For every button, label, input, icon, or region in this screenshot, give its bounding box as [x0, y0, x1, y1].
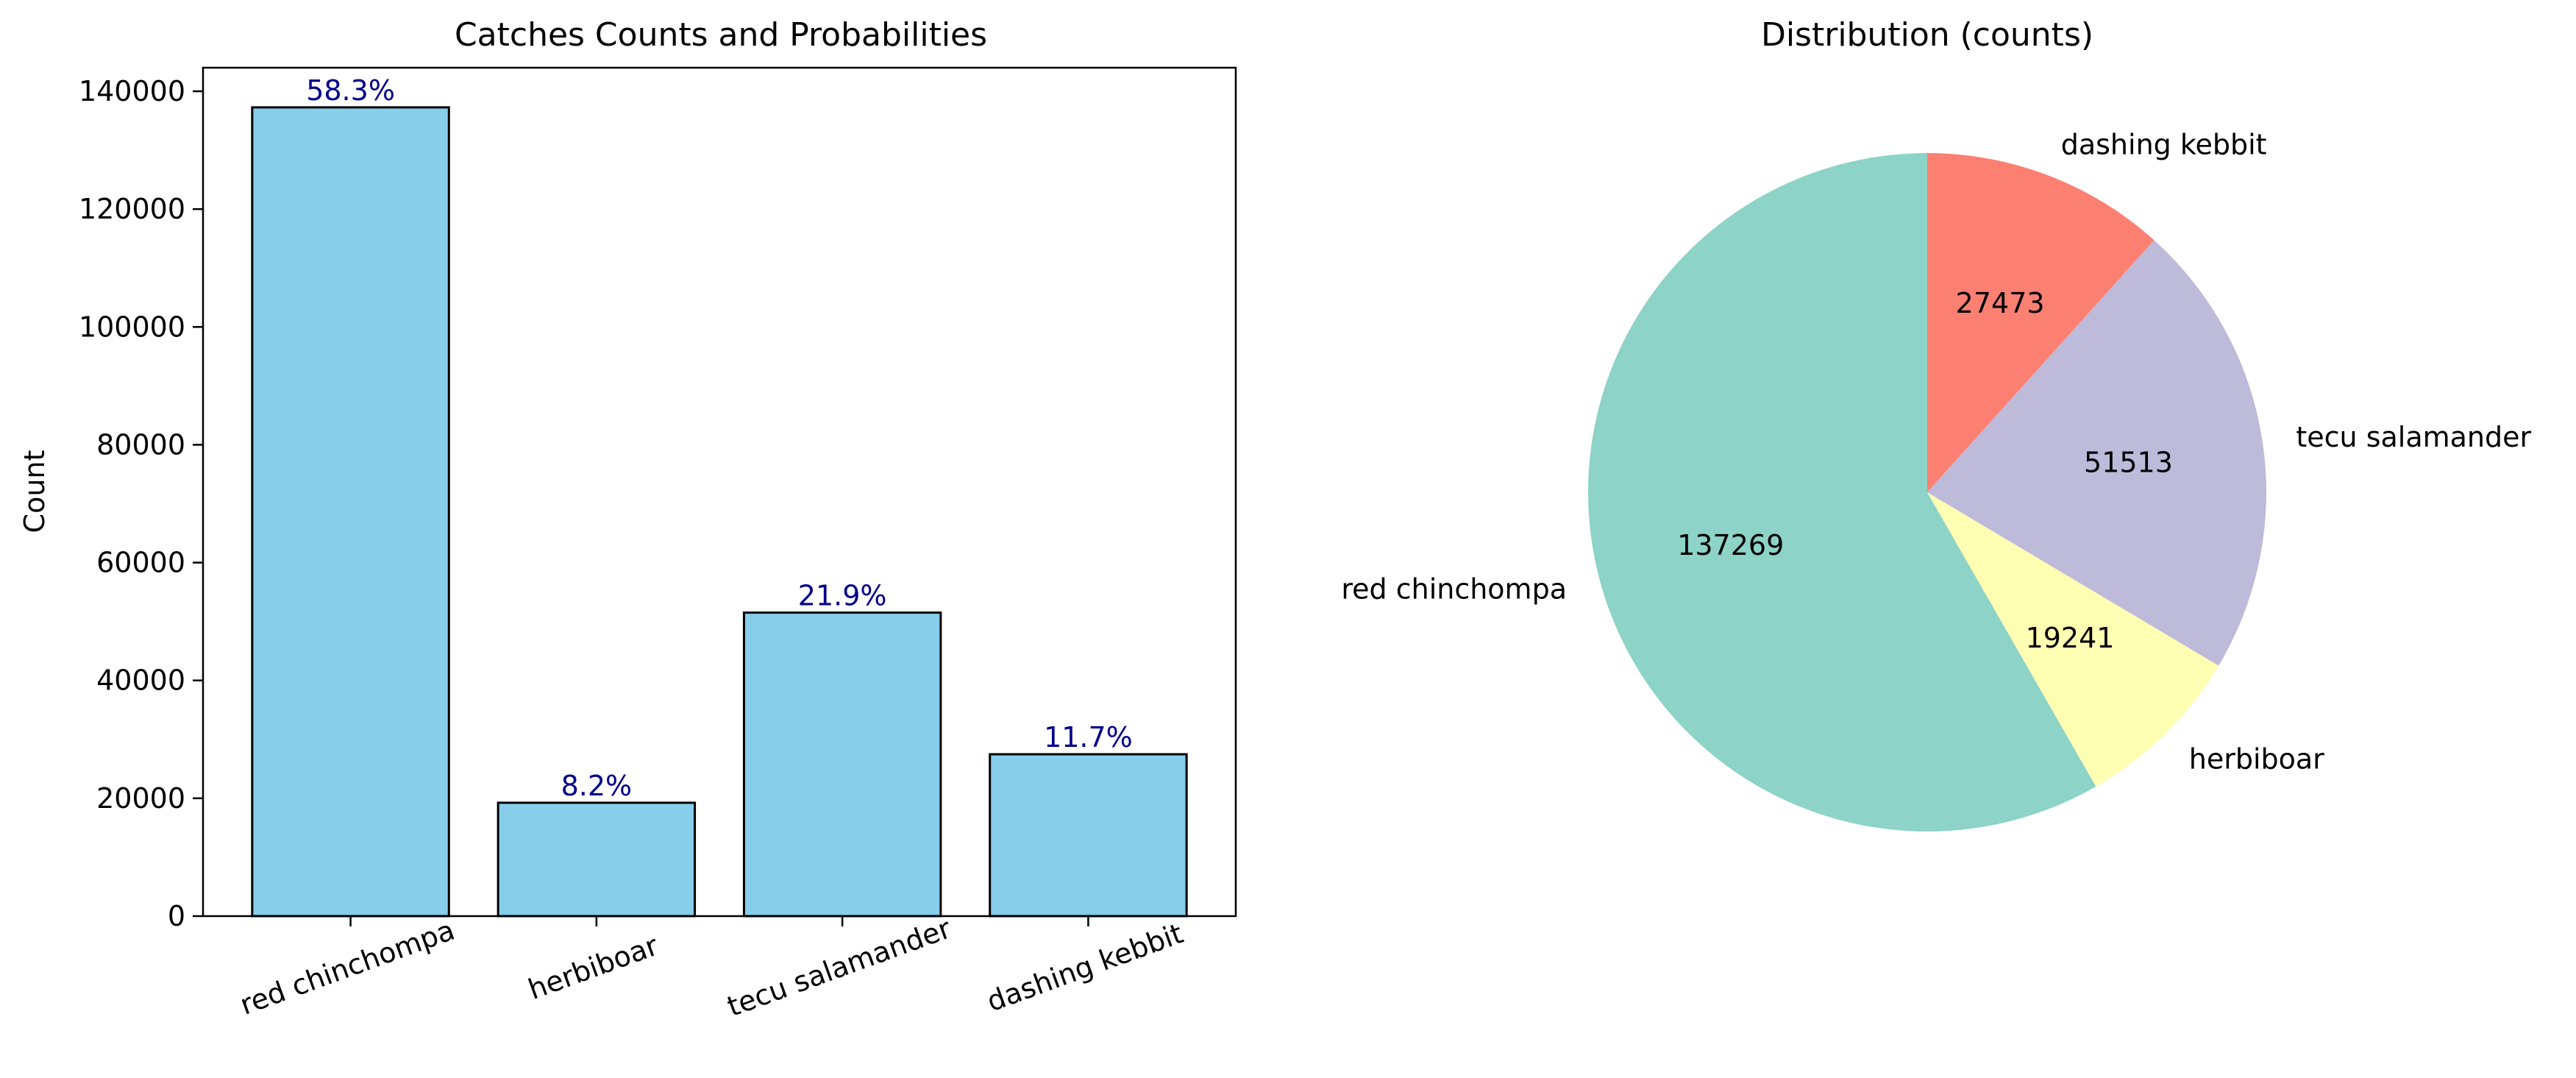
- plot-frame: [202, 66, 1237, 918]
- bar-value-label: 8.2%: [561, 770, 633, 802]
- x-tick-label: tecu salamander: [723, 912, 956, 1023]
- pie-value-label: 137269: [1677, 529, 1784, 561]
- pie-category-label: red chinchompa: [1341, 573, 1567, 606]
- pie-slice: [1927, 492, 2219, 787]
- y-tick-label: 20000: [96, 782, 185, 815]
- pie-value-label: 19241: [2026, 622, 2115, 654]
- pie-chart: Distribution (counts) 137269 red chinchom…: [1341, 16, 2532, 831]
- bar-value-label: 11.7%: [1044, 721, 1133, 753]
- y-tick-label: 120000: [79, 193, 185, 225]
- bar-chart: Catches Counts and Probabilities 0 20000 4…: [18, 16, 1237, 1023]
- x-tick-label: herbiboar: [524, 929, 662, 1006]
- y-tick-label: 40000: [96, 664, 185, 697]
- pie-chart-title: Distribution (counts): [1761, 16, 2093, 54]
- y-axis-ticks: 0 20000 40000 60000 80000 100000 120000 140000: [79, 75, 203, 932]
- bars: 58.3% 8.2% 21.9% 11.7%: [251, 74, 1188, 918]
- pie-slice: [1927, 240, 2266, 666]
- x-tick-label: red chinchompa: [236, 914, 459, 1021]
- pie-category-label: tecu salamander: [2296, 421, 2531, 453]
- bar: [497, 801, 697, 918]
- y-axis-label: Count: [18, 450, 51, 533]
- x-axis-ticks: red chinchompa herbiboar tecu salamander da…: [236, 912, 1187, 1023]
- y-tick-label: 80000: [96, 428, 185, 461]
- y-tick-label: 100000: [79, 311, 185, 343]
- y-tick-label: 60000: [96, 547, 185, 579]
- pie-category-label: dashing kebbit: [2061, 129, 2267, 161]
- bar: [251, 106, 450, 918]
- y-tick-label: 0: [168, 900, 185, 932]
- pie-labels: 137269 red chinchompa 19241 herbiboar 51513 t…: [1341, 129, 2531, 776]
- y-tick-label: 140000: [79, 75, 185, 107]
- pie-slice: [1588, 153, 2096, 831]
- bar-chart-title: Catches Counts and Probabilities: [455, 16, 987, 54]
- pie-category-label: herbiboar: [2189, 742, 2324, 775]
- pie-value-label: 51513: [2084, 447, 2173, 479]
- x-tick-label: dashing kebbit: [983, 917, 1187, 1018]
- pie-slices: [1588, 153, 2266, 831]
- bar-value-label: 58.3%: [306, 74, 395, 107]
- pie-value-label: 27473: [1956, 287, 2045, 319]
- pie-slice: [1927, 153, 2155, 492]
- bar: [989, 753, 1188, 918]
- bar-value-label: 21.9%: [798, 580, 887, 612]
- bar: [742, 611, 942, 918]
